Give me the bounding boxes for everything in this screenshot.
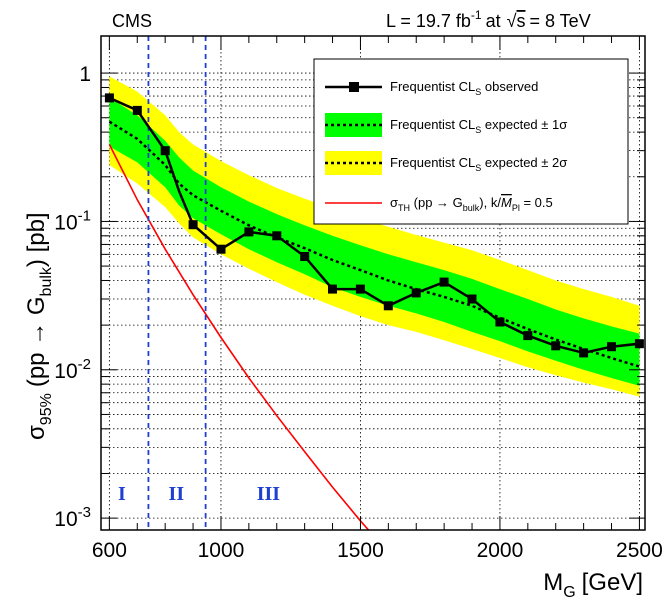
experiment-label: CMS [112,11,152,31]
axis-ticks [101,36,645,530]
plot-frame [100,35,646,531]
luminosity-label: L = 19.7 fb-1 at √s = 8 TeV [386,8,591,31]
observed-point-2000 [495,317,505,327]
legend-one-sigma-label: Frequentist CLS expected ± 1σ [390,117,567,135]
data-lines [104,36,644,530]
tick-labels: 600 1000 1500 2000 2500 1 10-1 10-2 10-3 [54,63,662,562]
theory-curve [108,144,370,530]
observed-point-1500 [355,284,365,294]
observed-point-1800 [439,277,449,287]
legend-two-sigma-label: Frequentist CLS expected ± 2σ [390,155,567,173]
legend-two-sigma-swatch [325,151,382,175]
observed-point-2200 [551,341,561,351]
x-axis-title: MG [GeV] [543,569,643,601]
observed-point-2500 [634,339,644,349]
legend-observed-marker [349,82,359,92]
observed-point-700 [132,105,142,115]
region-label-I: I [118,483,126,505]
observed-point-2100 [523,331,533,341]
observed-point-1000 [216,244,226,254]
y-tick-label-0: 1 [79,63,91,86]
observed-point-600 [104,93,114,103]
observed-point-1700 [411,288,421,298]
legend: Frequentist CLS observed Frequentist CLS… [313,58,629,225]
one-sigma-band [109,97,640,386]
observed-point-1200 [272,231,282,241]
observed-point-800 [160,146,170,156]
region-labels: I II III [118,483,280,505]
observed-point-900 [188,220,198,230]
y-tick-label-3: 10-3 [54,504,91,531]
observed-point-1300 [300,252,310,261]
y-axis-title: σ95%(pp → Gbulk) [pb] [23,212,55,440]
x-tick-label-2500: 2500 [616,539,663,562]
x-tick-label-600: 600 [92,539,127,562]
region-label-II: II [169,483,185,505]
y-tick-label-2: 10-2 [54,356,91,383]
legend-theory-label: σTH (pp → Gbulk), k/MPl = 0.5 [390,195,553,213]
observed-point-1600 [383,301,393,311]
legend-one-sigma-swatch [325,113,382,137]
region-label-III: III [257,483,281,505]
x-tick-label-1500: 1500 [337,539,384,562]
legend-observed-label: Frequentist CLS observed [390,79,538,97]
observed-point-1100 [244,227,254,237]
observed-point-2400 [607,342,616,352]
expected-bands [109,76,640,397]
x-tick-label-2000: 2000 [477,539,524,562]
observed-point-1400 [328,284,337,294]
expected-median-line [108,120,640,368]
observed-point-1900 [467,294,477,304]
x-tick-label-1000: 1000 [198,539,245,562]
y-tick-label-1: 10-1 [54,207,91,234]
observed-point-2300 [579,348,589,358]
